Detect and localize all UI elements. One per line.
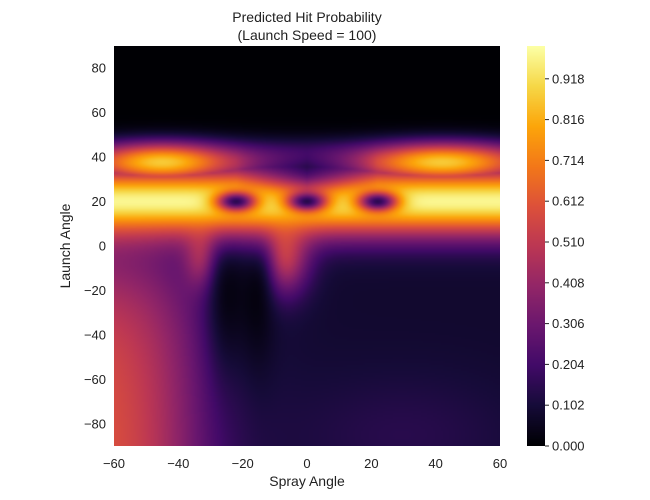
colorbar-tick-label: 0.102 <box>552 398 585 413</box>
x-tick-label: −60 <box>103 456 125 471</box>
colorbar-ticks: 0.918 0.816 0.714 0.612 0.510 0.408 0.306 0.204… <box>545 71 585 454</box>
chart-title-line2: (Launch Speed = 100) <box>238 27 377 43</box>
x-tick-label: −20 <box>232 456 254 471</box>
colorbar-tick-label: 0.204 <box>552 357 585 372</box>
chart-title-line1: Predicted Hit Probability <box>232 9 381 25</box>
x-tick-label: 0 <box>303 456 310 471</box>
y-axis-label: Launch Angle <box>57 203 73 288</box>
colorbar-gradient <box>527 46 545 446</box>
x-axis-label: Spray Angle <box>269 473 345 489</box>
colorbar-tick-label: 0.000 <box>552 439 585 454</box>
x-tick-label: 20 <box>364 456 378 471</box>
y-tick-label: 40 <box>92 150 106 165</box>
y-tick-label: −20 <box>84 283 106 298</box>
heatmap-plot-area <box>114 46 500 446</box>
y-tick-label: −60 <box>84 372 106 387</box>
colorbar-tick-label: 0.408 <box>552 275 585 290</box>
y-tick-label: −40 <box>84 327 106 342</box>
y-tick-label: 0 <box>99 239 106 254</box>
y-axis-ticks: 80 60 40 20 0 −20 −40 −60 −80 <box>84 61 106 432</box>
y-tick-label: 80 <box>92 61 106 76</box>
x-tick-label: −40 <box>167 456 189 471</box>
colorbar-tick-label: 0.816 <box>552 112 585 127</box>
colorbar-tick-label: 0.612 <box>552 194 585 209</box>
colorbar-tick-label: 0.714 <box>552 153 585 168</box>
x-tick-label: 60 <box>493 456 507 471</box>
y-tick-label: 20 <box>92 194 106 209</box>
y-tick-label: 60 <box>92 105 106 120</box>
colorbar-tick-label: 0.918 <box>552 71 585 86</box>
colorbar-tick-label: 0.306 <box>552 316 585 331</box>
x-axis-ticks: −60 −40 −20 0 20 40 60 <box>103 456 507 471</box>
heatmap-image <box>114 46 500 446</box>
y-tick-label: −80 <box>84 416 106 431</box>
x-tick-label: 40 <box>428 456 442 471</box>
colorbar <box>527 46 545 446</box>
colorbar-tick-label: 0.510 <box>552 235 585 250</box>
